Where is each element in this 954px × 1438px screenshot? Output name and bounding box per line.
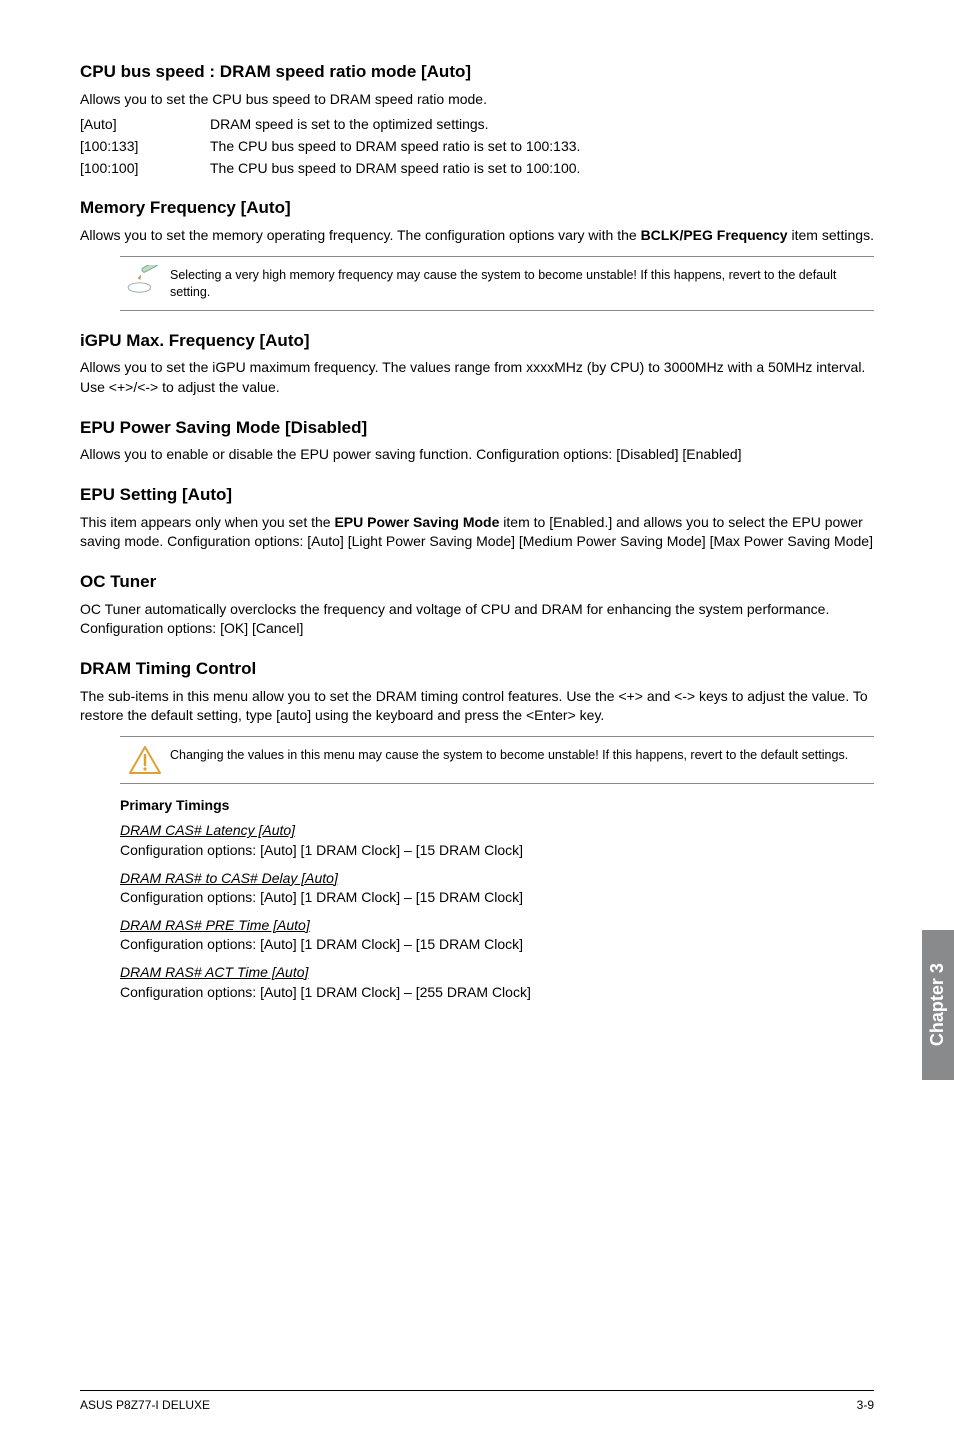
pencil-icon (120, 265, 170, 295)
text-igpu: Allows you to set the iGPU maximum frequ… (80, 358, 874, 397)
option-val: DRAM speed is set to the optimized setti… (210, 115, 874, 135)
note-box: Selecting a very high memory frequency m… (120, 256, 874, 311)
option-key: [100:133] (80, 137, 210, 157)
note-text: Selecting a very high memory frequency m… (170, 265, 874, 302)
option-row: [100:133] The CPU bus speed to DRAM spee… (80, 137, 874, 157)
subheading-primary-timings: Primary Timings (120, 796, 874, 816)
heading-memory-frequency: Memory Frequency [Auto] (80, 196, 874, 220)
heading-dram-timing: DRAM Timing Control (80, 657, 874, 681)
warning-icon (120, 745, 170, 775)
timing-body: Configuration options: [Auto] [1 DRAM Cl… (120, 935, 874, 955)
chapter-tab-label: Chapter 3 (925, 963, 950, 1046)
text-bold: EPU Power Saving Mode (334, 514, 499, 530)
option-key: [Auto] (80, 115, 210, 135)
heading-oc-tuner: OC Tuner (80, 570, 874, 594)
timing-title: DRAM RAS# ACT Time [Auto] (120, 963, 874, 983)
text-bold: BCLK/PEG Frequency (641, 227, 788, 243)
text-fragment: Allows you to set the memory operating f… (80, 227, 641, 243)
timing-body: Configuration options: [Auto] [1 DRAM Cl… (120, 983, 874, 1003)
timing-title: DRAM RAS# to CAS# Delay [Auto] (120, 869, 874, 889)
option-row: [Auto] DRAM speed is set to the optimize… (80, 115, 874, 135)
page-footer: ASUS P8Z77-I DELUXE 3-9 (80, 1390, 874, 1414)
text-cpu-bus-intro: Allows you to set the CPU bus speed to D… (80, 90, 874, 110)
option-val: The CPU bus speed to DRAM speed ratio is… (210, 159, 874, 179)
text-dram-timing: The sub-items in this menu allow you to … (80, 687, 874, 726)
warning-box: Changing the values in this menu may cau… (120, 736, 874, 784)
warning-text: Changing the values in this menu may cau… (170, 745, 874, 765)
timing-item: DRAM CAS# Latency [Auto] Configuration o… (120, 821, 874, 860)
heading-cpu-bus: CPU bus speed : DRAM speed ratio mode [A… (80, 60, 874, 84)
footer-right: 3-9 (857, 1397, 874, 1414)
timing-item: DRAM RAS# PRE Time [Auto] Configuration … (120, 916, 874, 955)
timing-body: Configuration options: [Auto] [1 DRAM Cl… (120, 841, 874, 861)
timing-item: DRAM RAS# to CAS# Delay [Auto] Configura… (120, 869, 874, 908)
text-fragment: item settings. (788, 227, 874, 243)
text-memory-frequency: Allows you to set the memory operating f… (80, 226, 874, 246)
text-oc-tuner: OC Tuner automatically overclocks the fr… (80, 600, 874, 639)
footer-left: ASUS P8Z77-I DELUXE (80, 1397, 210, 1414)
page-content: CPU bus speed : DRAM speed ratio mode [A… (0, 0, 954, 1438)
timing-title: DRAM CAS# Latency [Auto] (120, 821, 874, 841)
text-epu-setting: This item appears only when you set the … (80, 513, 874, 552)
option-row: [100:100] The CPU bus speed to DRAM spee… (80, 159, 874, 179)
timing-item: DRAM RAS# ACT Time [Auto] Configuration … (120, 963, 874, 1002)
heading-epu-mode: EPU Power Saving Mode [Disabled] (80, 416, 874, 440)
text-epu-mode: Allows you to enable or disable the EPU … (80, 445, 874, 465)
chapter-tab: Chapter 3 (922, 930, 954, 1080)
timing-title: DRAM RAS# PRE Time [Auto] (120, 916, 874, 936)
heading-igpu: iGPU Max. Frequency [Auto] (80, 329, 874, 353)
option-val: The CPU bus speed to DRAM speed ratio is… (210, 137, 874, 157)
option-key: [100:100] (80, 159, 210, 179)
text-fragment: This item appears only when you set the (80, 514, 334, 530)
heading-epu-setting: EPU Setting [Auto] (80, 483, 874, 507)
timing-body: Configuration options: [Auto] [1 DRAM Cl… (120, 888, 874, 908)
